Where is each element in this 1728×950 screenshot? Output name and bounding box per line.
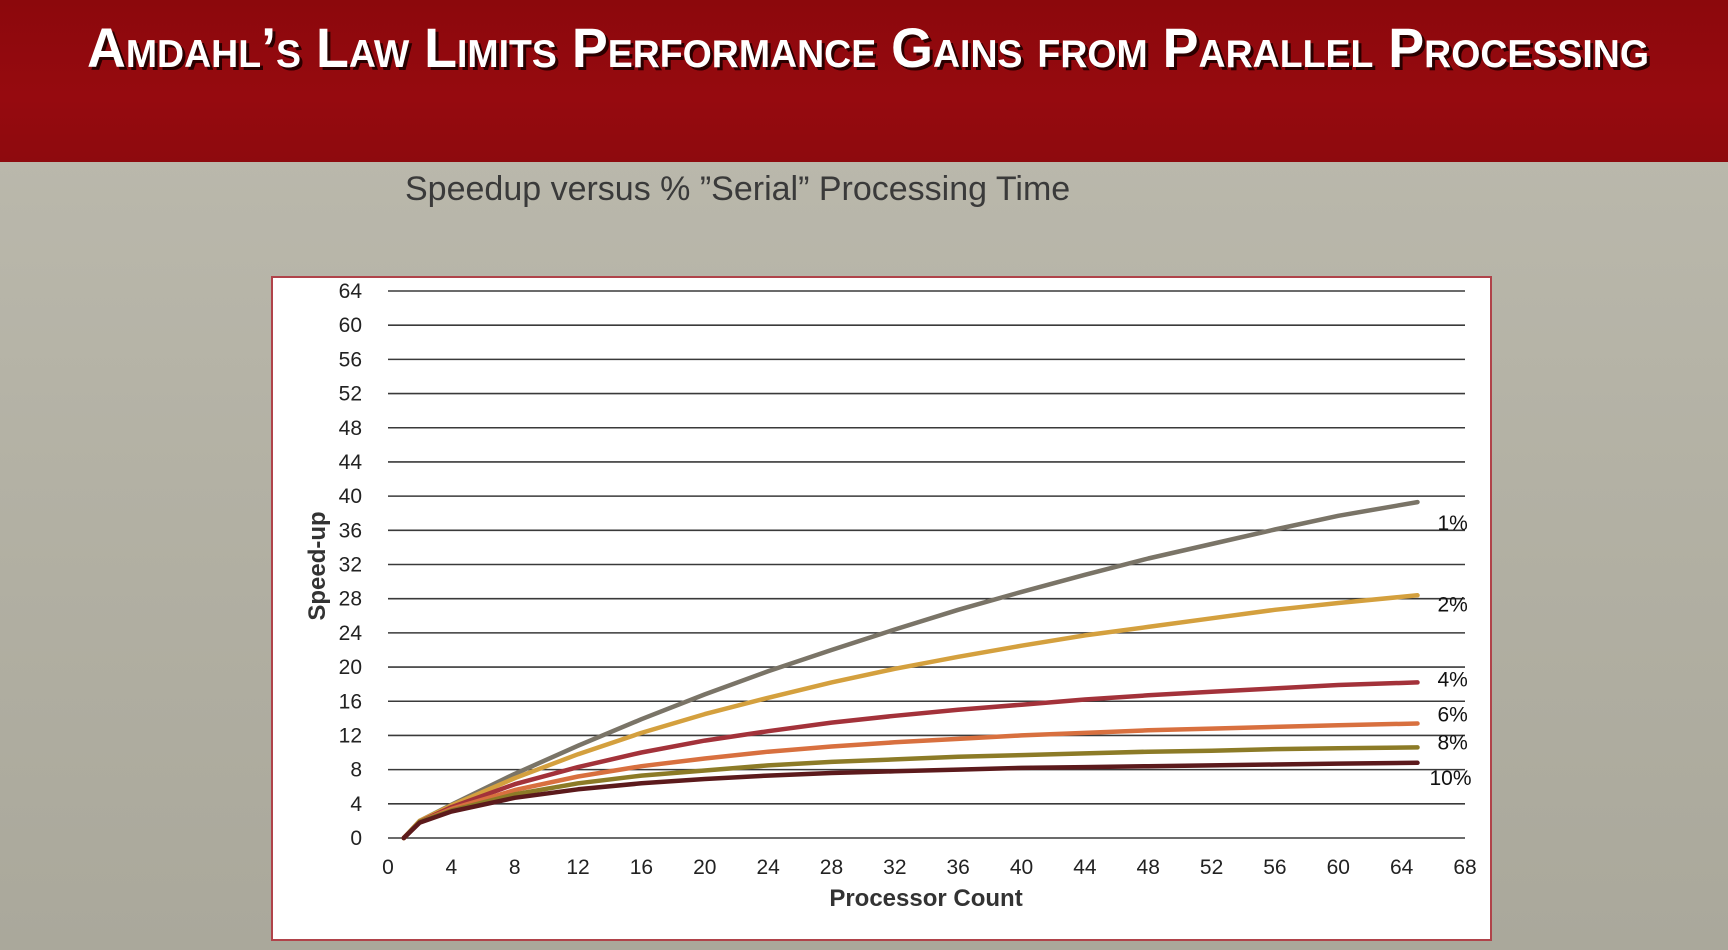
x-tick-label: 40 <box>1010 856 1033 879</box>
series-label: 10% <box>1429 767 1471 790</box>
x-tick-labels: 0 4 8 12 16 20 24 28 32 36 40 44 48 52 56 60 64 68 <box>382 856 1477 879</box>
series-line-4pct <box>401 680 1420 841</box>
series-label: 2% <box>1437 593 1467 616</box>
y-tick-label: 48 <box>339 417 362 440</box>
x-axis-label: Processor Count <box>829 885 1022 912</box>
y-tick-label: 32 <box>339 554 362 577</box>
series-line-8pct <box>401 745 1420 841</box>
y-tick-label: 20 <box>339 656 362 679</box>
x-tick-label: 44 <box>1073 856 1097 879</box>
gridlines <box>388 290 1465 839</box>
y-tick-label: 64 <box>339 280 363 303</box>
y-tick-label: 4 <box>350 793 362 816</box>
series-line-6pct <box>401 721 1420 841</box>
x-tick-label: 60 <box>1327 856 1350 879</box>
slide-title-svg: Amdahl’s Law Limits Performance Gains fr… <box>87 16 1649 79</box>
y-tick-label: 16 <box>339 690 362 713</box>
x-tick-label: 28 <box>820 856 843 879</box>
x-tick-label: 52 <box>1200 856 1223 879</box>
x-tick-label: 0 <box>382 856 394 879</box>
series-line-2pct <box>401 593 1420 841</box>
x-tick-label: 20 <box>693 856 716 879</box>
series-label: 8% <box>1437 731 1467 754</box>
x-tick-label: 8 <box>509 856 521 879</box>
y-tick-label: 40 <box>339 485 362 508</box>
y-tick-label: 12 <box>339 724 362 747</box>
slide-title: Amdahl’s Law Limits Performance Gains fr… <box>87 16 1649 79</box>
y-tick-label: 52 <box>339 383 362 406</box>
series-line-10pct <box>401 760 1420 841</box>
y-tick-label: 36 <box>339 519 362 542</box>
x-tick-label: 4 <box>446 856 458 879</box>
x-tick-label: 24 <box>756 856 780 879</box>
slide-header: Amdahl’s Law Limits Performance Gains fr… <box>0 0 1728 162</box>
x-tick-label: 36 <box>946 856 969 879</box>
y-tick-label: 44 <box>339 451 363 474</box>
y-tick-label: 56 <box>339 348 362 371</box>
y-tick-label: 24 <box>339 622 363 645</box>
x-tick-label: 32 <box>883 856 906 879</box>
chart-title: Speedup versus % ”Serial” Processing Tim… <box>405 170 1071 208</box>
x-tick-label: 68 <box>1453 856 1476 879</box>
series-label: 6% <box>1437 703 1467 726</box>
series-label: 1% <box>1437 512 1467 535</box>
y-tick-label: 0 <box>350 827 362 850</box>
chart-frame: 0 4 8 12 16 20 24 28 32 36 40 44 48 52 56 60 64 0 4 8 12 16 2… <box>271 276 1492 941</box>
y-tick-label: 8 <box>350 759 362 782</box>
x-tick-label: 12 <box>566 856 589 879</box>
series-lines <box>401 499 1420 841</box>
x-tick-label: 56 <box>1263 856 1286 879</box>
x-tick-label: 64 <box>1390 856 1414 879</box>
x-tick-label: 48 <box>1137 856 1160 879</box>
series-line-1pct <box>401 499 1420 841</box>
y-tick-label: 28 <box>339 588 362 611</box>
y-tick-label: 60 <box>339 314 362 337</box>
x-tick-label: 16 <box>630 856 653 879</box>
series-label: 4% <box>1437 668 1467 691</box>
y-axis-label: Speed-up <box>304 511 331 620</box>
series-labels: 1% 2% 4% 6% 8% 10% <box>1429 512 1471 790</box>
